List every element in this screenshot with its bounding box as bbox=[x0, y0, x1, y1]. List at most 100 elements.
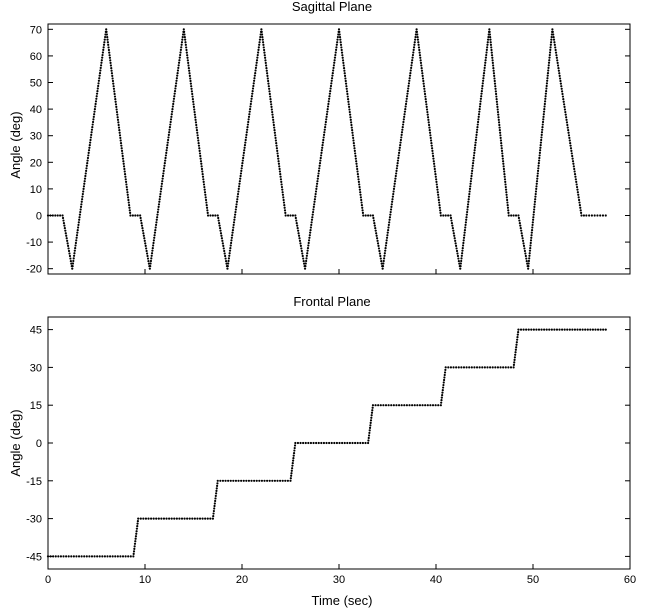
data-point bbox=[259, 35, 262, 39]
data-point bbox=[568, 136, 571, 140]
data-point bbox=[543, 102, 546, 106]
data-point bbox=[224, 257, 227, 260]
data-point bbox=[493, 74, 496, 77]
data-point bbox=[479, 102, 482, 106]
data-point bbox=[162, 167, 166, 170]
data-point bbox=[280, 180, 283, 183]
data-point bbox=[126, 191, 129, 194]
data-point bbox=[521, 234, 524, 237]
data-point bbox=[525, 257, 528, 260]
data-point bbox=[349, 118, 352, 121]
data-point bbox=[168, 131, 171, 134]
data-point bbox=[193, 110, 196, 114]
data-point bbox=[540, 131, 544, 134]
data-point bbox=[232, 223, 235, 227]
data-point bbox=[348, 108, 351, 111]
data-point bbox=[467, 200, 470, 203]
data-point bbox=[122, 160, 125, 163]
data-point bbox=[104, 35, 107, 39]
data-point bbox=[604, 214, 607, 217]
data-point bbox=[495, 100, 498, 103]
data-point bbox=[165, 151, 168, 154]
data-point bbox=[144, 244, 147, 247]
data-point bbox=[421, 72, 424, 75]
data-point bbox=[330, 79, 333, 82]
data-point bbox=[327, 100, 330, 103]
data-point bbox=[196, 134, 199, 137]
data-point bbox=[114, 103, 118, 106]
data-point bbox=[282, 196, 285, 199]
data-point bbox=[462, 239, 465, 242]
data-point bbox=[189, 82, 192, 85]
data-point bbox=[565, 121, 569, 124]
data-point bbox=[264, 56, 267, 59]
data-point bbox=[205, 204, 208, 207]
data-point bbox=[146, 254, 149, 258]
data-point bbox=[545, 328, 548, 331]
data-point bbox=[200, 162, 203, 165]
data-point bbox=[301, 254, 304, 258]
data-point bbox=[484, 61, 487, 64]
data-point bbox=[180, 517, 184, 520]
data-point bbox=[291, 467, 294, 470]
data-point bbox=[408, 79, 411, 82]
data-point bbox=[93, 108, 96, 111]
data-point bbox=[435, 183, 438, 186]
data-point bbox=[162, 169, 165, 172]
data-point bbox=[263, 54, 266, 57]
data-point bbox=[379, 404, 382, 407]
data-point bbox=[238, 180, 241, 183]
data-point bbox=[367, 439, 370, 442]
data-point bbox=[90, 133, 93, 136]
data-point bbox=[306, 249, 309, 252]
data-point bbox=[226, 267, 229, 270]
data-point bbox=[540, 133, 543, 136]
data-point bbox=[297, 229, 300, 232]
data-point bbox=[375, 234, 378, 237]
data-point bbox=[338, 35, 342, 39]
data-point bbox=[169, 118, 173, 121]
data-point bbox=[534, 190, 538, 193]
data-point bbox=[87, 154, 90, 157]
data-point bbox=[547, 69, 550, 72]
data-point bbox=[506, 198, 509, 202]
data-point bbox=[327, 102, 330, 106]
data-point bbox=[199, 160, 203, 163]
data-point bbox=[132, 552, 135, 555]
data-point bbox=[371, 406, 374, 409]
data-point bbox=[546, 77, 549, 80]
data-point bbox=[425, 108, 429, 111]
data-point bbox=[122, 162, 125, 165]
data-point bbox=[191, 517, 194, 520]
data-point bbox=[388, 216, 392, 219]
data-point bbox=[289, 214, 292, 217]
data-point bbox=[78, 216, 81, 219]
data-point bbox=[339, 38, 342, 41]
data-point bbox=[166, 141, 169, 144]
data-point bbox=[83, 182, 86, 185]
data-point bbox=[521, 239, 525, 242]
data-point bbox=[415, 28, 418, 31]
data-point bbox=[406, 89, 409, 93]
data-point bbox=[388, 221, 391, 224]
data-point bbox=[422, 82, 425, 85]
data-point bbox=[560, 85, 563, 88]
data-point bbox=[404, 108, 407, 111]
data-point bbox=[233, 216, 236, 219]
data-point bbox=[120, 149, 124, 152]
data-point bbox=[276, 152, 279, 155]
data-point bbox=[328, 97, 331, 100]
data-point bbox=[453, 237, 456, 240]
data-point bbox=[531, 226, 534, 229]
data-point bbox=[98, 71, 102, 75]
data-point bbox=[188, 517, 191, 520]
data-point bbox=[49, 214, 52, 217]
data-point bbox=[346, 95, 349, 98]
data-point bbox=[324, 123, 327, 126]
data-point bbox=[413, 41, 416, 44]
chart-title: Sagittal Plane bbox=[292, 0, 372, 14]
data-point bbox=[320, 154, 323, 157]
data-point bbox=[496, 110, 500, 114]
data-point bbox=[552, 38, 556, 41]
data-point bbox=[280, 183, 283, 186]
